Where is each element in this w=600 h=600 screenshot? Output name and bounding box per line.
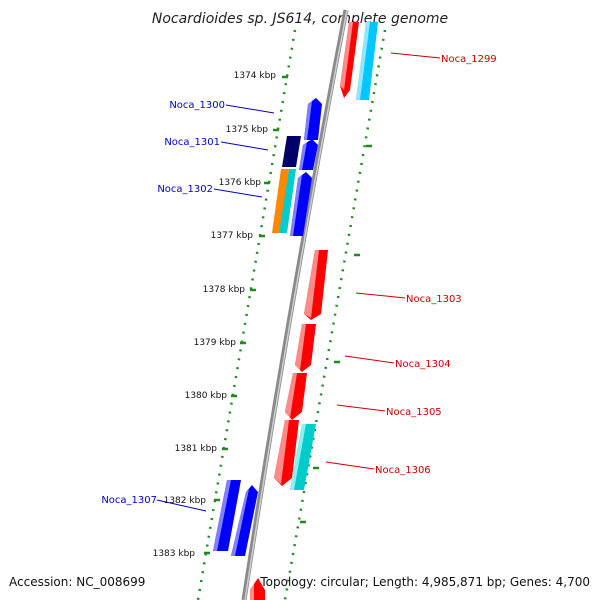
genes-top-right	[340, 22, 378, 100]
gene-noca-1302-orange	[272, 169, 289, 233]
leader-noca-1300	[225, 104, 275, 114]
leader-noca-1299	[390, 52, 441, 59]
gene-labels-left: Noca_1300 Noca_1301 Noca_1302 Noca_1307	[101, 100, 225, 506]
leader-noca-1307	[156, 499, 207, 512]
left-dotted-track	[196, 29, 297, 600]
tick-label-1376: 1376 kbp	[219, 178, 262, 188]
tick-label-1375: 1375 kbp	[226, 125, 269, 135]
tick-label-1377: 1377 kbp	[211, 231, 254, 241]
gene-label-noca-1303[interactable]: Noca_1303	[406, 294, 462, 305]
label-leaders	[156, 52, 441, 512]
scale-labels: 1374 kbp 1375 kbp 1376 kbp 1377 kbp 1378…	[153, 71, 277, 559]
backbone	[241, 9, 349, 600]
tick-label-1379: 1379 kbp	[194, 338, 237, 348]
leader-noca-1305	[336, 404, 386, 412]
map-title: Nocardioides sp. JS614, complete genome	[152, 11, 448, 27]
gene-label-noca-1301[interactable]: Noca_1301	[164, 137, 220, 148]
leader-noca-1306	[325, 461, 375, 470]
tick-label-1381: 1381 kbp	[175, 444, 218, 454]
gene-label-noca-1300[interactable]: Noca_1300	[169, 100, 225, 111]
genes-forward-lower	[213, 480, 258, 556]
gene-bottom-red	[250, 578, 265, 600]
scale-ticks	[204, 75, 372, 555]
genes-forward-upper	[272, 98, 322, 236]
gene-label-noca-1304[interactable]: Noca_1304	[395, 359, 451, 370]
leader-noca-1301	[220, 141, 269, 151]
tick-label-1378: 1378 kbp	[203, 285, 246, 295]
right-dotted-track	[283, 29, 387, 600]
gene-labels-right: Noca_1299 Noca_1303 Noca_1304 Noca_1305 …	[375, 54, 497, 476]
tick-label-1382: 1382 kbp	[164, 496, 207, 506]
tick-label-1383: 1383 kbp	[153, 549, 196, 559]
gene-noca-1302-blue	[290, 172, 312, 236]
gene-label-noca-1306[interactable]: Noca_1306	[375, 465, 431, 476]
leader-noca-1302	[213, 188, 263, 198]
genes-reverse-middle	[274, 250, 328, 490]
topology-text: Topology: circular; Length: 4,985,871 bp…	[259, 575, 590, 589]
gene-label-noca-1299[interactable]: Noca_1299	[441, 54, 497, 65]
leader-noca-1303	[355, 292, 406, 299]
gene-label-noca-1305[interactable]: Noca_1305	[386, 407, 442, 418]
gene-noca-1301	[282, 136, 301, 167]
gene-label-noca-1302[interactable]: Noca_1302	[157, 184, 213, 195]
accession-text: Accession: NC_008699	[9, 575, 145, 589]
tick-label-1380: 1380 kbp	[185, 391, 228, 401]
gene-label-noca-1307[interactable]: Noca_1307	[101, 495, 157, 506]
gene-noca-1302-cyan	[279, 169, 296, 233]
tick-tracks	[196, 29, 387, 600]
tick-label-1374: 1374 kbp	[234, 71, 277, 81]
leader-noca-1304	[344, 355, 395, 364]
